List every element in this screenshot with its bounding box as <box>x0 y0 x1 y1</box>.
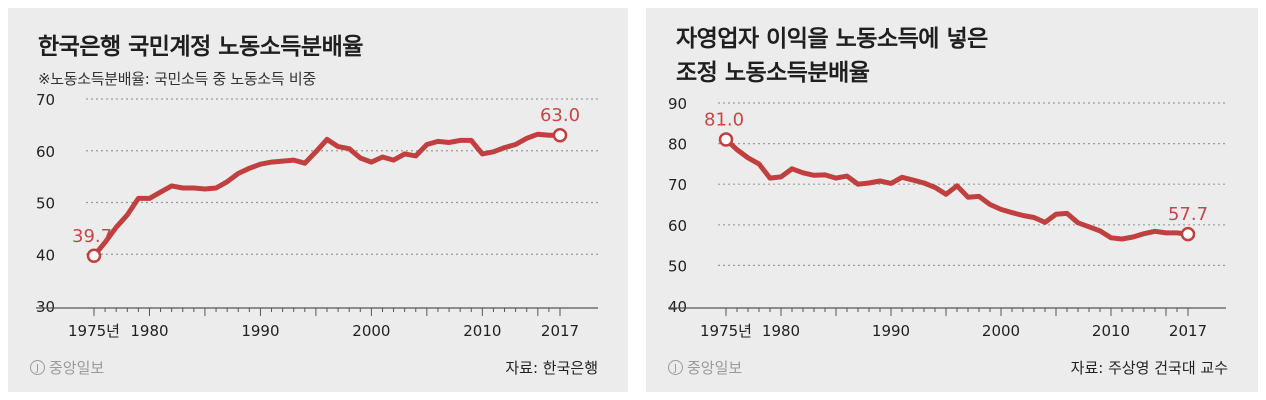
series-line <box>723 137 1191 242</box>
chart-title: 한국은행 국민계정 노동소득분배율 <box>38 34 363 60</box>
chart-panel-labor-income-share: 한국은행 국민계정 노동소득분배율 ※노동소득분배율: 국민소득 중 노동소득 … <box>8 8 628 392</box>
y-tick-label: 60 <box>36 143 55 161</box>
data-label: 57.7 <box>1168 204 1208 225</box>
endpoint-marker <box>1180 226 1196 242</box>
joongang-logo-icon: J <box>668 360 683 375</box>
joongang-logo-icon: J <box>30 360 45 375</box>
data-label: 81.0 <box>704 110 744 131</box>
series-line <box>91 131 563 259</box>
chart-panel-adjusted-labor-income-share: 자영업자 이익을 노동소득에 넣은 조정 노동소득분배율 40 50 60 70 80 9… <box>646 8 1258 392</box>
endpoint-marker <box>86 248 102 264</box>
publisher-logo: J 중앙일보 <box>30 357 104 378</box>
y-tick-label: 40 <box>36 246 55 264</box>
y-tick-label: 50 <box>668 257 687 275</box>
data-label: 63.0 <box>540 105 580 126</box>
x-tick-label: 2017 <box>1169 322 1207 340</box>
publisher-name: 중앙일보 <box>687 359 743 377</box>
chart-title-line-2: 조정 노동소득분배율 <box>676 60 870 86</box>
chart-subtitle: ※노동소득분배율: 국민소득 중 노동소득 비중 <box>38 70 316 88</box>
y-tick-label: 60 <box>668 217 687 235</box>
x-tick-label: 1990 <box>241 322 279 340</box>
x-tick-label: 1980 <box>762 322 800 340</box>
chart-source: 자료: 한국은행 <box>505 359 598 377</box>
y-tick-label: 40 <box>668 298 687 316</box>
x-tick-label: 1980 <box>130 322 168 340</box>
line-chart-labor-income-share: 30 40 50 60 70 1975년 1980 1990 2000 2010 2017 39.7 6… <box>36 91 598 340</box>
chart-title-line-1: 자영업자 이익을 노동소득에 넣은 <box>676 26 988 52</box>
y-tick-label: 50 <box>36 195 55 213</box>
endpoint-marker <box>718 132 734 147</box>
y-tick-label: 70 <box>668 176 687 194</box>
y-tick-label: 80 <box>668 136 687 154</box>
endpoint-marker <box>552 127 568 143</box>
x-tick-label: 2017 <box>541 322 579 340</box>
x-tick-label: 2000 <box>352 322 390 340</box>
chart-source: 자료: 주상영 건국대 교수 <box>1070 359 1228 377</box>
line-chart-adjusted-labor-income-share: 40 50 60 70 80 90 1975년 1980 1990 2000 2010 2017 81.… <box>668 95 1226 340</box>
x-tick-label: 2000 <box>982 322 1020 340</box>
y-tick-label: 70 <box>36 91 55 109</box>
x-tick-label: 1975년 <box>700 322 752 340</box>
data-label: 39.7 <box>72 226 112 247</box>
x-tick-label: 1975년 <box>68 322 120 340</box>
x-tick-label: 2010 <box>463 322 501 340</box>
x-tick-label: 1990 <box>872 322 910 340</box>
y-tick-label: 30 <box>36 298 55 316</box>
chart-title: 자영업자 이익을 노동소득에 넣은 조정 노동소득분배율 <box>676 22 988 90</box>
y-tick-label: 90 <box>668 95 687 113</box>
x-tick-label: 2010 <box>1092 322 1130 340</box>
publisher-logo: J 중앙일보 <box>668 357 742 378</box>
publisher-name: 중앙일보 <box>49 359 105 377</box>
